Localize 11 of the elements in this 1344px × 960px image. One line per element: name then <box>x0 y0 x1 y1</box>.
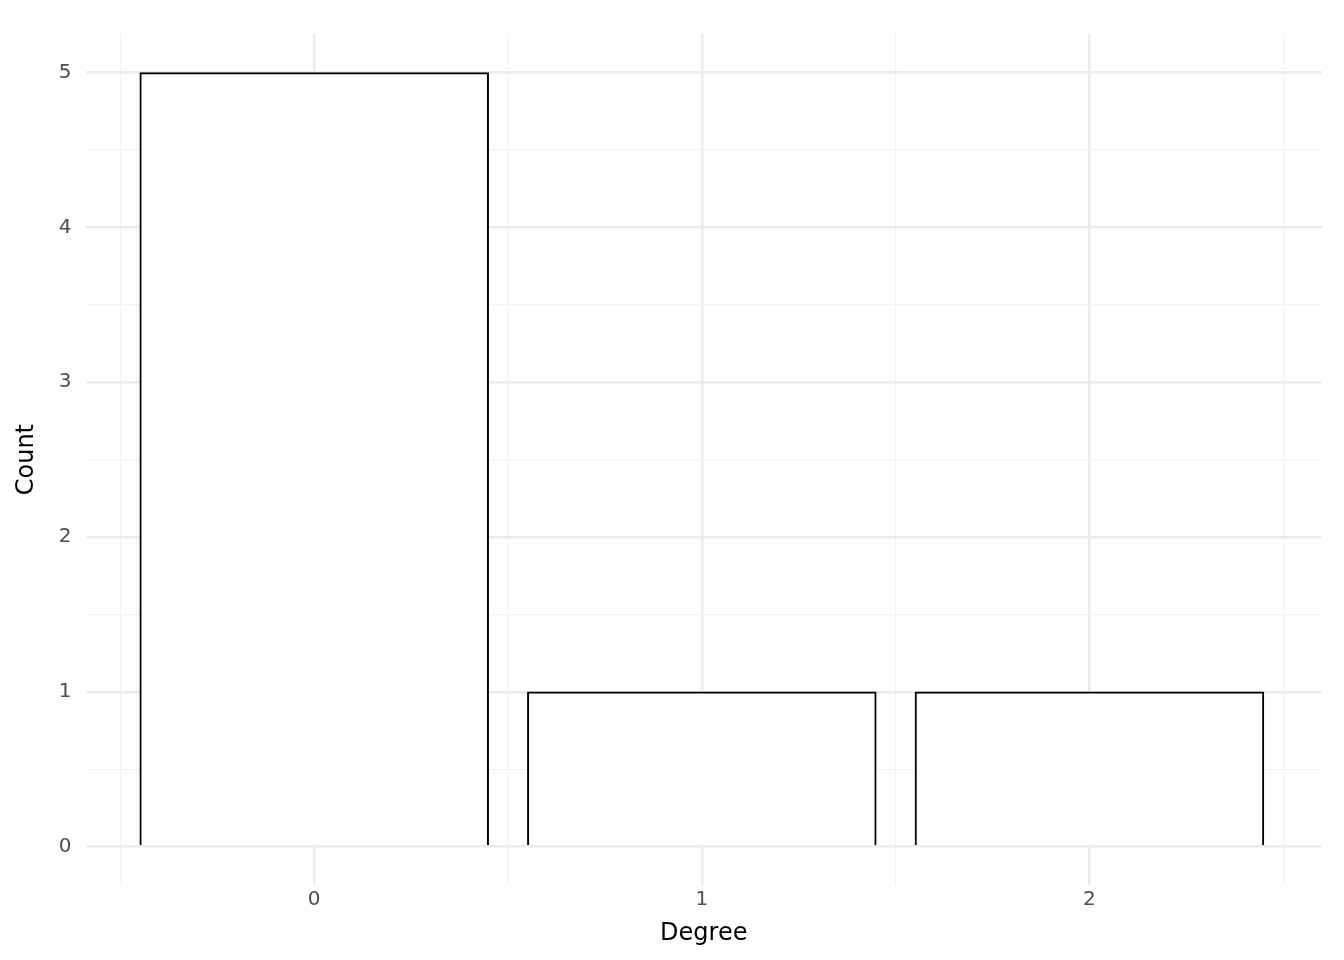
y-tick-label: 2 <box>58 523 72 548</box>
y-tick-label: 4 <box>58 213 72 238</box>
x-axis-title: Degree <box>660 917 748 946</box>
y-tick-label: 3 <box>58 368 72 393</box>
x-tick-label: 1 <box>695 886 709 911</box>
y-tick-label: 0 <box>58 832 72 857</box>
y-axis-title: Count <box>10 423 39 496</box>
x-tick-label: 2 <box>1083 886 1096 911</box>
y-tick-label: 1 <box>58 677 72 702</box>
x-tick-label: 0 <box>307 886 321 911</box>
y-tick-label: 5 <box>58 58 72 83</box>
